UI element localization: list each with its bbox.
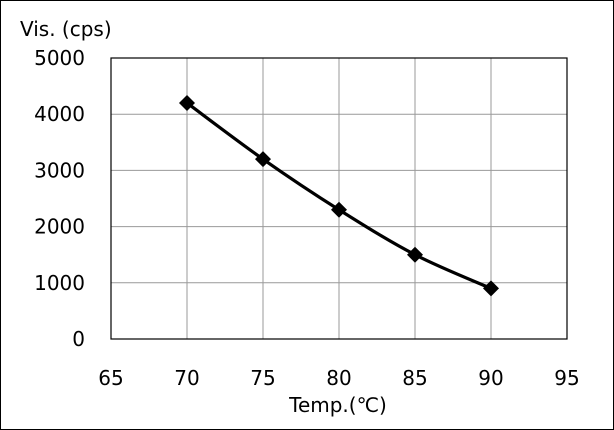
x-tick-label: 95 (554, 366, 579, 390)
diamond-marker (179, 94, 195, 111)
x-axis-title: Temp.(℃) (288, 393, 387, 417)
plot-area-border (110, 57, 568, 340)
x-tick-label: 70 (174, 366, 199, 390)
diamond-marker (483, 280, 499, 297)
x-tick-label: 65 (98, 366, 123, 390)
x-tick-label: 85 (402, 366, 427, 390)
data-markers (179, 94, 499, 297)
y-axis-title: Vis. (cps) (20, 17, 112, 41)
gridlines (110, 57, 568, 340)
y-tick-label: 0 (72, 327, 85, 351)
y-tick-labels: 0 1000 2000 3000 4000 5000 (34, 46, 85, 351)
y-tick-label: 1000 (34, 271, 85, 295)
diamond-marker (255, 151, 271, 168)
x-tick-label: 75 (250, 366, 275, 390)
y-tick-label: 4000 (34, 102, 85, 126)
y-tick-label: 3000 (34, 158, 85, 182)
diamond-marker (331, 201, 347, 218)
diamond-marker (407, 246, 423, 263)
x-tick-label: 90 (478, 366, 503, 390)
x-tick-label: 80 (326, 366, 351, 390)
x-tick-labels: 65 70 75 80 85 90 95 (98, 366, 579, 390)
y-tick-label: 5000 (34, 46, 85, 70)
y-tick-label: 2000 (34, 215, 85, 239)
